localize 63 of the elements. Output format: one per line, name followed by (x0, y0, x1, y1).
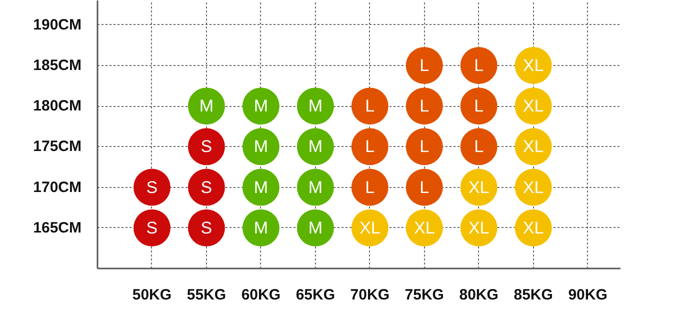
x-tick-label: 65KG (296, 286, 336, 304)
text: XL (522, 218, 544, 238)
point (133, 168, 170, 206)
x-tick-label: 90KG (568, 286, 608, 304)
text: L (420, 137, 430, 156)
point (460, 47, 498, 84)
text: M (308, 218, 323, 238)
text: L (420, 96, 430, 116)
x-tick-label: 60KG (241, 286, 281, 304)
x-tick-label: 55KG (186, 286, 226, 304)
text: XL (468, 218, 490, 238)
x-tick-label: 80KG (459, 286, 498, 304)
text: XL (522, 96, 544, 116)
y-tick-label: 165CM (33, 219, 82, 236)
point (460, 128, 498, 166)
x-tick-label: 70KG (350, 286, 390, 304)
text: S (146, 218, 158, 238)
text: S (200, 178, 212, 197)
text: XL (414, 218, 435, 238)
y-tick-label: 175CM (33, 138, 82, 156)
text: L (474, 137, 484, 156)
text: L (474, 56, 484, 75)
y-tick-label: 170CM (33, 178, 82, 196)
text: XL (360, 218, 380, 238)
point (188, 128, 225, 166)
point (406, 128, 443, 166)
text: XL (522, 56, 544, 75)
text: L (365, 96, 375, 116)
text: L (365, 137, 375, 156)
text: M (308, 96, 323, 116)
text: M (254, 218, 268, 238)
text: L (420, 56, 430, 75)
y-tick-label: 190CM (33, 16, 82, 34)
text: M (199, 96, 214, 116)
point (351, 88, 388, 125)
text: M (254, 96, 268, 116)
series-label: M (254, 178, 268, 197)
point (406, 47, 443, 84)
text: XL (522, 137, 544, 156)
y-tick-label: 180CM (33, 98, 82, 115)
text: M (308, 178, 323, 197)
series-label: S (200, 218, 212, 238)
point (406, 88, 443, 125)
series-label: L (474, 96, 484, 116)
text: M (308, 137, 323, 156)
point (188, 168, 225, 206)
text: L (420, 178, 430, 197)
text: L (365, 178, 375, 197)
text: S (146, 178, 158, 197)
text: XL (522, 178, 544, 197)
point (460, 88, 498, 125)
text: S (200, 137, 212, 156)
series-label: XL (468, 178, 490, 197)
point (351, 168, 388, 206)
text: M (254, 137, 268, 156)
point (133, 209, 170, 246)
x-tick-label: 85KG (514, 286, 553, 304)
x-tick-label: 75KG (404, 286, 444, 304)
y-tick-label: 185CM (33, 56, 82, 74)
point (188, 209, 225, 246)
point (351, 128, 388, 166)
x-tick-label: 50KG (132, 286, 172, 304)
point (406, 168, 443, 206)
